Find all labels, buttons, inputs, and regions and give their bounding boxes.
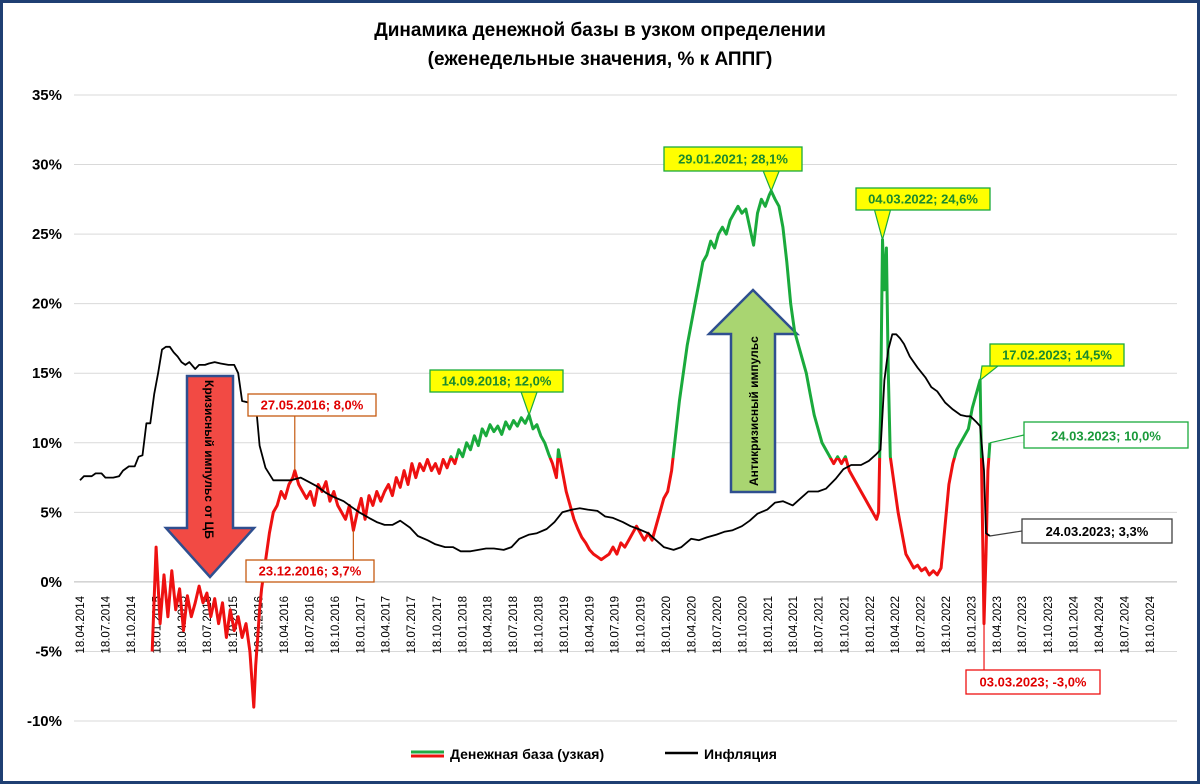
y-axis-ticks: -10% -5% 0% 5% 10% 15% 20% 25% 30% 35% (27, 87, 62, 730)
anticrisis-arrow-label: Антикризисный импульс (747, 336, 761, 486)
data-label-text: 27.05.2016; 8,0% (261, 398, 364, 413)
legend-label-money-base: Денежная база (узкая) (450, 746, 604, 762)
x-tick-label: 18.10.2018 (534, 596, 546, 654)
x-tick-label: 18.04.2021 (788, 596, 800, 654)
annotation-layer: 27.05.2016; 8,0% 23.12.2016; 3,7% 14.09.20… (245, 146, 1189, 695)
x-tick-label: 18.10.2024 (1145, 595, 1157, 653)
x-tick-label: 18.04.2024 (1094, 595, 1106, 653)
x-tick-label: 18.04.2014 (75, 595, 87, 653)
x-tick-label: 18.07.2020 (712, 596, 724, 654)
x-tick-label: 18.10.2019 (635, 596, 647, 654)
y-tick-label: 0% (40, 574, 62, 591)
inflation-line (79, 333, 991, 553)
data-label-text: 29.01.2021; 28,1% (678, 152, 788, 167)
x-tick-label: 18.07.2024 (1119, 595, 1131, 653)
x-tick-label: 18.10.2014 (126, 595, 138, 653)
data-label-callout: 27.05.2016; 8,0% (247, 393, 377, 471)
data-label-callout: 14.09.2018; 12,0% (429, 369, 564, 417)
x-tick-label: 18.10.2021 (839, 596, 851, 654)
y-tick-label: 10% (32, 435, 62, 452)
x-tick-label: 18.10.2023 (1043, 596, 1055, 654)
anticrisis-arrow (705, 288, 801, 494)
legend-label-inflation: Инфляция (704, 746, 777, 762)
x-tick-label: 18.04.2019 (584, 596, 596, 654)
x-tick-label: 18.10.2016 (330, 596, 342, 654)
x-tick-label: 18.01.2022 (865, 596, 877, 654)
data-label-callout: 24.03.2023; 3,3% (989, 518, 1173, 544)
x-tick-label: 18.07.2023 (1017, 596, 1029, 654)
x-tick-label: 18.07.2021 (814, 596, 826, 654)
y-tick-label: 25% (32, 226, 62, 243)
data-label-callout: 23.12.2016; 3,7% (245, 530, 375, 583)
x-tick-label: 18.01.2018 (457, 596, 469, 654)
data-label-callout: 04.03.2022; 24,6% (855, 187, 991, 242)
x-tick-label: 18.07.2018 (508, 596, 520, 654)
x-tick-label: 18.01.2020 (661, 596, 673, 654)
x-tick-label: 18.04.2020 (686, 596, 698, 654)
data-label-text: 17.02.2023; 14,5% (1002, 348, 1112, 363)
y-tick-label: 35% (32, 87, 62, 104)
x-tick-label: 18.07.2016 (304, 596, 316, 654)
y-tick-label: 15% (32, 365, 62, 382)
y-tick-label: 5% (40, 504, 62, 521)
data-label-callout: 29.01.2021; 28,1% (663, 146, 803, 193)
series-layer (79, 189, 992, 709)
chart-title: Динамика денежной базы в узком определен… (374, 20, 826, 41)
y-tick-label: 30% (32, 157, 62, 174)
x-tick-label: 18.10.2022 (941, 596, 953, 654)
x-tick-label: 18.04.2017 (381, 596, 393, 654)
x-tick-label: 18.01.2023 (967, 596, 979, 654)
x-tick-label: 18.07.2022 (915, 596, 927, 654)
data-label-callout: 24.03.2023; 10,0% (989, 421, 1189, 449)
crisis-arrow (163, 374, 257, 579)
y-tick-label: 20% (32, 296, 62, 313)
x-tick-label: 18.10.2017 (432, 596, 444, 654)
x-tick-label: 18.07.2019 (610, 596, 622, 654)
data-label-text: 24.03.2023; 3,3% (1046, 524, 1149, 539)
data-label-text: 23.12.2016; 3,7% (259, 564, 362, 579)
y-tick-label: -5% (35, 643, 62, 660)
x-tick-label: 18.01.2024 (1069, 595, 1081, 653)
data-label-text: 14.09.2018; 12,0% (442, 374, 552, 389)
x-tick-label: 18.04.2018 (483, 596, 495, 654)
x-tick-label: 18.07.2014 (100, 595, 112, 653)
data-label-text: 24.03.2023; 10,0% (1051, 428, 1161, 443)
chart-subtitle: (еженедельные значения, % к АППГ) (428, 49, 773, 70)
x-tick-label: 18.07.2017 (406, 596, 418, 654)
data-label-text: 04.03.2022; 24,6% (868, 192, 978, 207)
legend: Денежная база (узкая) Инфляция (411, 746, 777, 762)
y-tick-label: -10% (27, 713, 62, 730)
x-tick-label: 18.01.2021 (763, 596, 775, 654)
x-tick-label: 18.01.2019 (559, 596, 571, 654)
data-label-callout: 17.02.2023; 14,5% (979, 343, 1125, 382)
arrow-layer: Кризисный импульс от ЦБ Антикризисный имп… (163, 288, 801, 579)
x-tick-label: 18.04.2022 (890, 596, 902, 654)
x-tick-label: 18.10.2020 (737, 596, 749, 654)
x-tick-label: 18.01.2017 (356, 596, 368, 654)
x-tick-label: 18.04.2016 (279, 596, 291, 654)
data-label-text: 03.03.2023; -3,0% (980, 675, 1087, 690)
data-label-callout: 03.03.2023; -3,0% (965, 623, 1101, 695)
money-base-line-low (150, 458, 991, 709)
x-tick-label: 18.04.2023 (992, 596, 1004, 654)
crisis-arrow-label: Кризисный импульс от ЦБ (202, 380, 216, 539)
